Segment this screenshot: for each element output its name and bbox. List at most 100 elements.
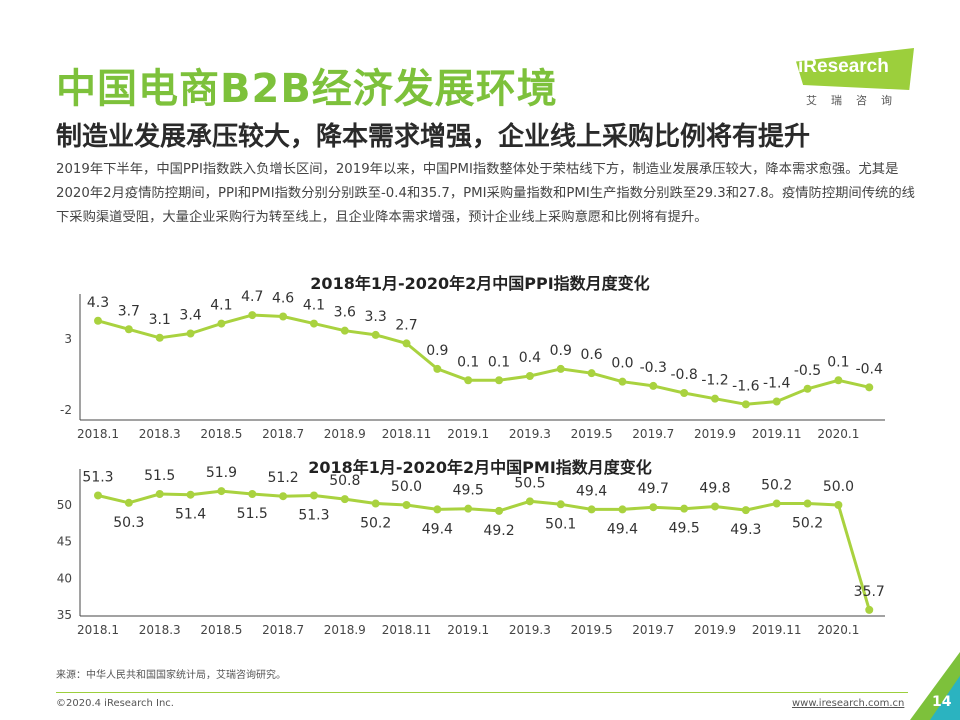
data-point (495, 376, 504, 385)
data-point (525, 497, 534, 506)
data-label: 51.3 (298, 507, 329, 523)
x-tick-label: 2018.5 (200, 623, 242, 637)
data-point (217, 487, 226, 496)
data-point (587, 369, 596, 378)
series-line (97, 489, 871, 611)
data-point (772, 499, 781, 508)
data-point (340, 495, 349, 504)
data-label: 49.4 (607, 521, 638, 537)
data-point (433, 364, 442, 373)
data-label: 0.1 (457, 354, 479, 370)
data-label: 0.0 (611, 356, 633, 372)
data-label: 51.4 (175, 507, 206, 523)
data-label: 3.1 (149, 312, 171, 328)
iresearch-logo: iResearch 艾瑞咨询 (792, 48, 916, 110)
data-label: 0.4 (519, 350, 541, 366)
x-tick-label: 2018.11 (382, 623, 432, 637)
data-label: 49.3 (730, 522, 761, 538)
data-point (217, 319, 226, 328)
page-number: 14 (932, 694, 952, 710)
data-point (309, 491, 318, 500)
x-tick-label: 2018.11 (382, 427, 432, 441)
data-label: 51.2 (268, 470, 299, 486)
data-label: 50.2 (360, 516, 391, 532)
data-point (279, 492, 288, 501)
y-tick-label: 40 (57, 571, 72, 585)
data-label: 49.4 (576, 483, 607, 499)
x-tick-label: 2019.5 (571, 427, 613, 441)
data-label: 50.0 (391, 479, 422, 495)
data-label: -0.3 (640, 360, 667, 376)
data-label: 49.7 (638, 481, 669, 497)
data-label: 50.3 (113, 515, 144, 531)
data-point (556, 500, 565, 509)
logo-chinese-text: 艾瑞咨询 (806, 94, 906, 107)
x-tick-label: 2019.5 (571, 623, 613, 637)
y-tick-label: 3 (64, 332, 72, 346)
data-label: 35.7 (854, 584, 885, 600)
data-label: 2.7 (395, 317, 417, 333)
data-point (155, 490, 164, 498)
data-label: 49.8 (699, 480, 730, 496)
data-point (124, 325, 133, 334)
x-tick-label: 2019.9 (694, 427, 736, 441)
data-point (464, 376, 473, 385)
data-point (94, 491, 102, 500)
website-link[interactable]: www.iresearch.com.cn (792, 698, 905, 709)
x-tick-label: 2020.1 (817, 623, 859, 637)
data-label: 3.4 (179, 308, 201, 324)
data-point (340, 326, 349, 335)
x-tick-label: 2018.1 (77, 427, 119, 441)
data-label: 4.6 (272, 291, 294, 307)
series-line (97, 313, 870, 406)
data-label: 4.1 (210, 298, 232, 314)
x-tick-label: 2019.1 (447, 623, 489, 637)
data-point (248, 311, 257, 320)
data-point (94, 316, 102, 325)
x-tick-label: 2018.9 (324, 623, 366, 637)
data-label: 49.4 (422, 521, 453, 537)
data-label: 0.9 (550, 343, 572, 359)
data-label: 50.1 (545, 516, 576, 532)
pmi-chart-title: 2018年1月-2020年2月中国PMI指数月度变化 (308, 458, 652, 477)
data-label: 0.9 (426, 343, 448, 359)
data-label: 51.5 (144, 468, 175, 484)
x-tick-label: 2019.7 (632, 623, 674, 637)
x-tick-label: 2018.5 (200, 427, 242, 441)
data-point (402, 339, 411, 348)
x-tick-label: 2019.1 (447, 427, 489, 441)
x-tick-label: 2018.9 (324, 427, 366, 441)
x-tick-label: 2018.3 (139, 427, 181, 441)
data-point (803, 384, 812, 393)
data-label: -0.5 (794, 363, 821, 379)
data-point (834, 501, 843, 509)
data-point (711, 502, 719, 511)
data-point (865, 383, 874, 392)
data-point (525, 372, 534, 380)
data-label: 4.7 (241, 289, 263, 305)
x-tick-label: 2018.1 (77, 623, 119, 637)
data-label: -1.2 (701, 373, 728, 389)
data-point (495, 506, 504, 515)
data-point (834, 376, 843, 385)
data-label: 0.1 (827, 354, 849, 370)
data-label: 51.5 (237, 506, 268, 522)
data-point (618, 505, 627, 514)
data-point (309, 319, 318, 328)
data-label: 3.7 (118, 303, 140, 319)
corner-decoration (910, 652, 960, 720)
data-label: 50.2 (761, 478, 792, 494)
data-label: -0.8 (670, 367, 697, 383)
data-label: -1.6 (732, 378, 759, 394)
x-tick-label: 2020.1 (817, 427, 859, 441)
data-point (371, 499, 380, 508)
logo-text: iResearch (798, 56, 889, 77)
x-tick-label: 2019.3 (509, 427, 551, 441)
data-point (186, 329, 195, 338)
data-label: 49.5 (453, 483, 484, 499)
y-tick-label: 50 (57, 498, 72, 512)
page-subtitle: 制造业发展承压较大，降本需求增强，企业线上采购比例将有提升 (56, 122, 811, 152)
data-point (680, 389, 689, 397)
data-point (618, 377, 627, 386)
page-title: 中国电商B2B经济发展环境 (56, 66, 558, 112)
